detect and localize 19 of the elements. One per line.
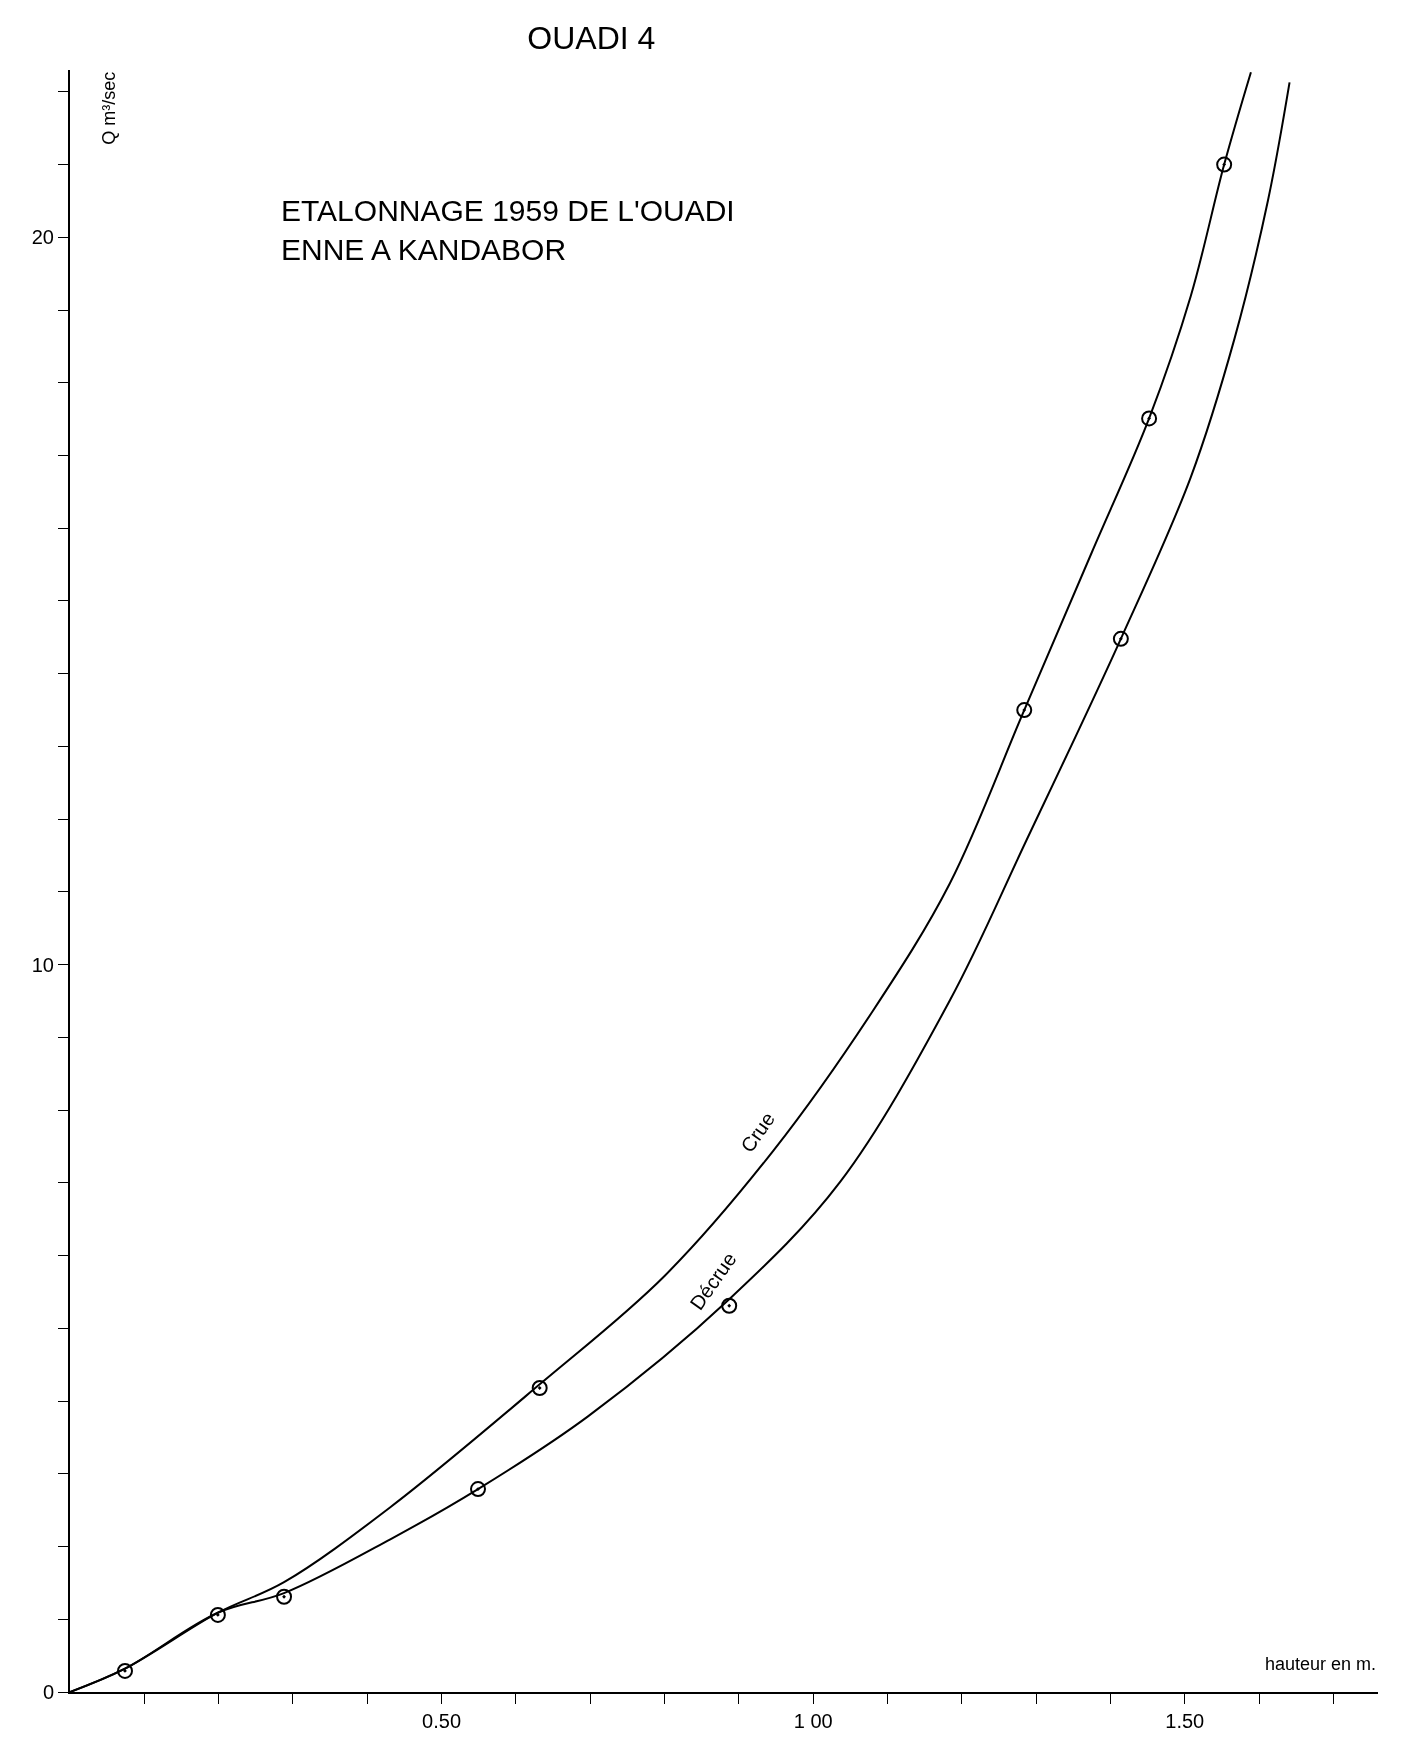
chart-title: OUADI 4 [527, 19, 656, 56]
x-tick-label: 1.50 [1165, 1710, 1205, 1732]
y-tick-label: 0 [42, 1681, 54, 1703]
x-tick-label: 1 00 [793, 1710, 833, 1732]
point [470, 1481, 487, 1498]
y-tick-label: 20 [31, 226, 54, 249]
point [276, 1588, 293, 1605]
point [1112, 630, 1129, 647]
point [1216, 156, 1233, 173]
x-axis-title: hauteur en m. [1265, 1654, 1377, 1674]
point [1016, 702, 1033, 719]
y-axis-title: Q m³/sec [98, 71, 119, 145]
text: ETALONNAGE 1959 DE L'OUADI ENNE A KANDABOR [281, 194, 735, 266]
point [209, 1606, 226, 1623]
y-tick-label: 10 [31, 953, 54, 976]
point [1141, 410, 1158, 427]
x-tick-label: 0.50 [422, 1710, 462, 1732]
point [531, 1379, 548, 1396]
point [117, 1662, 133, 1679]
